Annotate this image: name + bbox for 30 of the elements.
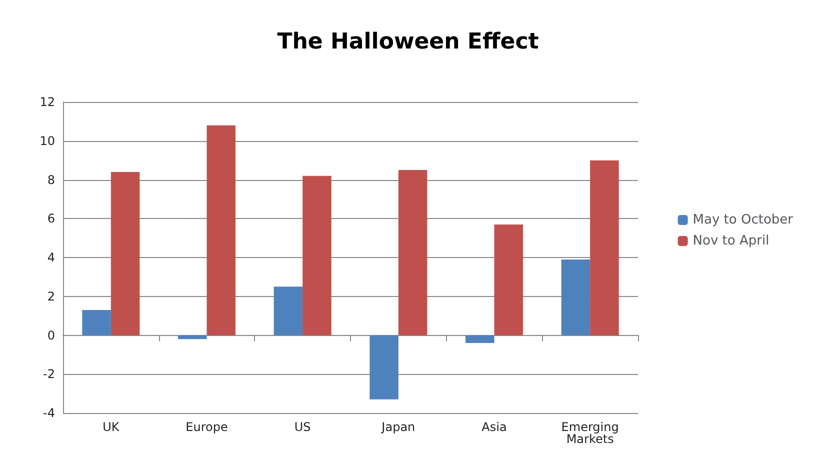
bar [302, 176, 332, 336]
y-tick-label: -4 [43, 406, 55, 420]
x-tick-label: UK [102, 420, 120, 434]
legend-label: Nov to April [692, 234, 770, 248]
bar [590, 160, 619, 336]
y-tick-label: 0 [47, 328, 55, 342]
bar [274, 286, 303, 336]
bar [494, 224, 523, 336]
bar [178, 335, 207, 340]
bar [370, 335, 398, 400]
x-tick-label: US [294, 420, 311, 434]
bar [466, 335, 494, 344]
y-tick-label: 4 [47, 250, 55, 264]
y-tick-label: -2 [43, 367, 55, 382]
bar [82, 310, 111, 336]
bar [398, 170, 428, 336]
y-tick-label: 6 [47, 212, 55, 226]
chart-title: The Halloween Effect [277, 30, 540, 54]
bar [561, 259, 590, 336]
x-tick-label: Asia [482, 420, 507, 434]
y-tick-label: 2 [47, 289, 55, 304]
bar [206, 125, 236, 336]
y-tick-label: 8 [47, 172, 55, 187]
x-tick-label: Europe [186, 420, 228, 434]
bar [110, 172, 140, 336]
y-tick-label: 12 [40, 95, 55, 109]
x-tick-label: Japan [380, 420, 416, 434]
x-tick-label: Emerging Markets [561, 420, 619, 446]
y-tick-label: 10 [40, 134, 55, 148]
legend-label: May to October [692, 212, 794, 228]
